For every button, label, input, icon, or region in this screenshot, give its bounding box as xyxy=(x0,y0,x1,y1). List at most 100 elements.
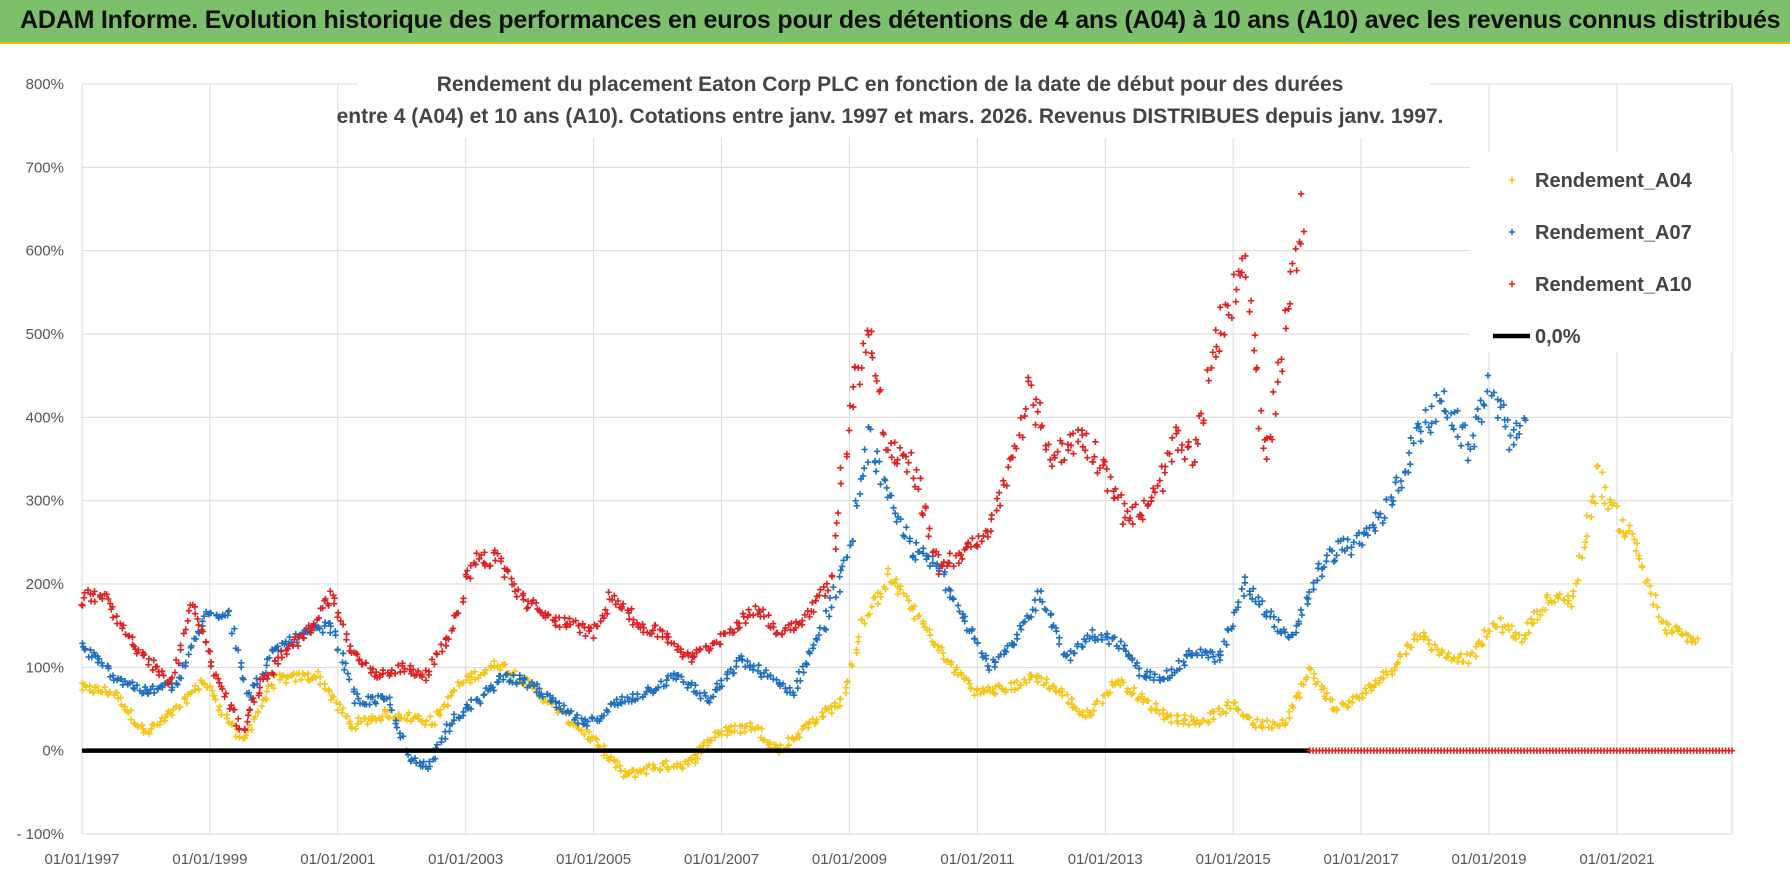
data-point-A04 xyxy=(662,757,670,765)
data-point-A04 xyxy=(1530,619,1537,627)
data-point-A04 xyxy=(415,712,422,720)
data-point-A04 xyxy=(870,594,877,602)
data-point-A07 xyxy=(234,646,242,654)
data-point-A04 xyxy=(1254,716,1261,723)
data-point-A07 xyxy=(684,684,691,691)
data-point-A04 xyxy=(1129,690,1137,697)
data-point-A07 xyxy=(446,728,453,735)
data-point-A04 xyxy=(278,672,286,680)
data-point-A10 xyxy=(277,648,285,655)
data-point-A07 xyxy=(867,426,874,433)
data-point-A07 xyxy=(1238,585,1246,593)
data-point-A10 xyxy=(300,634,308,642)
data-point-A07 xyxy=(836,588,844,595)
data-point-A07 xyxy=(195,630,203,637)
data-point-A10 xyxy=(145,661,152,668)
data-point-A04 xyxy=(620,773,627,781)
data-point-A04 xyxy=(94,683,101,690)
data-point-A07 xyxy=(1032,607,1039,614)
data-point-A04 xyxy=(1472,653,1480,660)
data-point-A07 xyxy=(995,653,1002,661)
data-point-A10 xyxy=(216,679,223,687)
data-point-A10 xyxy=(864,327,871,334)
data-point-A07 xyxy=(859,472,867,480)
data-point-A04 xyxy=(704,742,711,749)
data-point-A10 xyxy=(1094,469,1101,477)
data-point-A07 xyxy=(853,502,861,510)
data-point-A07 xyxy=(861,446,868,453)
data-point-A07 xyxy=(1314,577,1321,584)
data-point-A10 xyxy=(246,706,254,713)
data-point-A07 xyxy=(901,533,908,541)
data-point-A10 xyxy=(449,625,457,632)
data-point-A07 xyxy=(225,608,232,615)
data-point-A04 xyxy=(1570,588,1577,595)
data-point-A04 xyxy=(264,682,272,690)
data-point-A10 xyxy=(1129,520,1136,528)
data-point-A04 xyxy=(404,711,411,719)
data-point-A10 xyxy=(1021,412,1028,420)
data-point-A10 xyxy=(888,454,895,461)
data-point-A04 xyxy=(819,713,827,720)
data-point-A04 xyxy=(1414,636,1421,643)
legend-marker-A07 xyxy=(1508,228,1516,236)
data-point-A10 xyxy=(384,669,392,676)
data-point-A07 xyxy=(524,684,531,691)
data-point-A04 xyxy=(1391,667,1398,674)
data-point-A07 xyxy=(883,484,890,492)
data-point-A10 xyxy=(1286,300,1294,308)
data-point-A10 xyxy=(278,654,286,661)
data-point-A10 xyxy=(497,558,505,565)
data-point-A07 xyxy=(1284,633,1292,640)
data-point-A07 xyxy=(657,678,665,685)
data-point-A04 xyxy=(827,702,835,710)
data-point-A07 xyxy=(1454,407,1461,414)
data-point-A04 xyxy=(228,721,236,728)
data-point-A07 xyxy=(200,612,208,620)
data-point-A10 xyxy=(494,550,501,557)
data-point-A04 xyxy=(243,732,250,739)
data-point-A10 xyxy=(408,670,415,677)
data-point-A10 xyxy=(689,654,697,661)
data-point-A10 xyxy=(202,638,210,645)
data-point-A10 xyxy=(362,659,369,667)
data-point-A07 xyxy=(560,702,568,709)
data-point-A10 xyxy=(1242,252,1249,260)
data-point-A07 xyxy=(1280,626,1288,633)
data-point-A07 xyxy=(968,627,975,635)
data-point-A07 xyxy=(489,684,496,691)
data-point-A04 xyxy=(828,709,836,717)
chart-legend: Rendement_A04 Rendement_A07 Rendement_A10 0… xyxy=(1470,152,1732,352)
data-point-A07 xyxy=(467,705,475,713)
data-point-A04 xyxy=(965,677,972,684)
data-point-A07 xyxy=(832,594,840,601)
data-point-A04 xyxy=(336,700,344,708)
data-point-A04 xyxy=(1105,691,1112,699)
data-point-A04 xyxy=(724,727,732,734)
data-point-A07 xyxy=(1225,626,1232,634)
data-point-A04 xyxy=(1497,615,1504,622)
data-point-A04 xyxy=(301,671,308,679)
data-point-A10 xyxy=(1235,268,1242,275)
data-point-A10 xyxy=(1032,421,1039,428)
data-point-A10 xyxy=(1247,297,1255,304)
data-point-A04 xyxy=(263,696,270,703)
data-point-A10 xyxy=(940,558,948,566)
data-point-A04 xyxy=(1564,600,1572,607)
data-point-A04 xyxy=(212,696,219,704)
data-point-A04 xyxy=(796,734,803,741)
data-point-A04 xyxy=(566,720,573,728)
data-point-A04 xyxy=(585,728,593,736)
data-point-A10 xyxy=(1114,494,1122,501)
data-point-A10 xyxy=(765,611,772,619)
data-point-A07 xyxy=(1510,441,1517,448)
data-point-A10 xyxy=(1213,343,1220,350)
data-point-A07 xyxy=(1502,423,1509,430)
data-point-A04 xyxy=(183,699,191,707)
data-point-A10 xyxy=(1200,417,1207,424)
data-point-A04 xyxy=(1455,654,1462,661)
data-point-A10 xyxy=(358,661,365,668)
data-point-A04 xyxy=(853,646,860,653)
x-tick-label: 01/01/2003 xyxy=(428,851,503,868)
data-point-A04 xyxy=(1483,633,1490,640)
